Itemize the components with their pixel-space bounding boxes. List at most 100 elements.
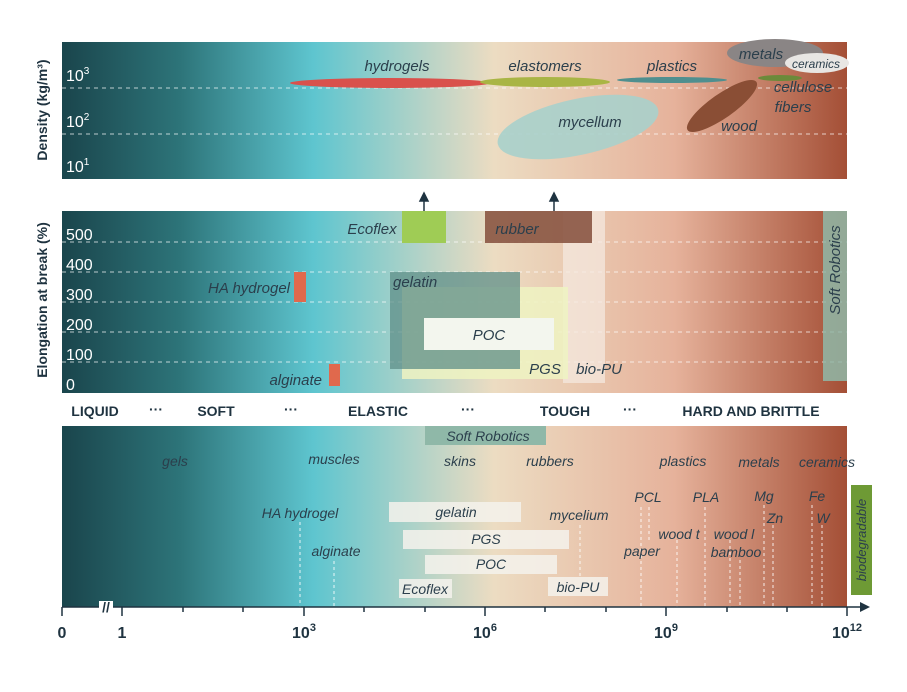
x-tick-label: 106 [473,622,497,642]
wood-label: wood [721,118,758,135]
pgs-label: PGS [529,361,561,378]
elongation-tick: 0 [66,377,75,394]
rubber-region [485,211,592,243]
class-plastics: plastics [659,453,707,469]
material-mycelium: mycelium [549,507,608,523]
ha-hydrogel-region [294,272,306,302]
axis-break-gap [99,601,113,613]
material-ecoflex: Ecoflex [402,581,449,597]
elastomers-label: elastomers [508,58,582,75]
bio-pu-label: bio-PU [576,361,622,378]
category-tough: TOUGH [540,403,590,419]
soft-robotics-bar [425,426,546,445]
wood-ellipse [686,79,758,133]
modulus-panel: Soft Robotics gels muscles skins rubbers… [62,426,855,607]
density-panel: 103 102 101 hydrogels elastomers plastic… [62,39,849,179]
soft-robotics-vertical-label: Soft Robotics [827,225,844,315]
mycellum-label: mycellum [558,114,621,131]
ecoflex-bar [399,579,452,598]
x-tick-label: 1012 [832,622,862,642]
material-paper: paper [623,543,661,559]
category-hard-and-brittle: HARD AND BRITTLE [682,403,819,419]
material-bio-pu: bio-PU [557,579,601,595]
material-zn: Zn [766,510,784,526]
mycellum-ellipse [497,94,659,160]
class-muscles: muscles [308,451,359,467]
material-w: W [816,510,831,526]
material-alginate: alginate [311,543,360,559]
plastics-label: plastics [646,58,698,75]
category-soft: SOFT [197,403,235,419]
rubber-arrowhead [548,191,560,202]
material-wood-l: wood l [714,526,755,542]
category-row: LIQUID ··· SOFT ··· ELASTIC ··· TOUGH ··… [71,401,819,419]
ecoflex-arrowhead [418,191,430,202]
density-tick: 103 [66,66,90,85]
alginate-label: alginate [269,372,322,389]
soft-robotics-region [823,211,847,381]
class-gels: gels [162,453,188,469]
x-tick-label: 109 [654,622,678,642]
elongation-tick: 500 [66,227,93,244]
category-liquid: LIQUID [71,403,118,419]
category-separator: ··· [149,401,163,417]
material-pla: PLA [693,489,719,505]
class-metals: metals [738,454,779,470]
x-axis [61,602,870,616]
metals-label: metals [739,46,784,63]
fibers-label: fibers [775,99,812,116]
x-axis-arrowhead [860,602,870,612]
soft-robotics-bar-label: Soft Robotics [446,428,529,444]
class-skins: skins [444,453,476,469]
cellulose-label: cellulose [774,79,832,96]
poc-region [424,318,554,350]
density-tick: 102 [66,112,90,131]
elongation-tick: 100 [66,347,93,364]
density-axis-label: Density (kg/m³) [34,59,50,160]
gelatin-bar [389,502,521,522]
material-ha-hydrogel: HA hydrogel [262,505,339,521]
category-separator: ··· [623,401,637,417]
material-bamboo: bamboo [711,544,762,560]
density-tick: 101 [66,157,90,176]
category-elastic: ELASTIC [348,403,408,419]
material-mg: Mg [754,488,774,504]
material-poc: POC [476,556,507,572]
pgs-bar [403,530,569,549]
biodegradable-bar [851,485,872,595]
x-tick-label: 1 [118,625,127,642]
gelatin-label: gelatin [393,274,437,291]
material-fe: Fe [809,488,826,504]
material-gelatin: gelatin [435,504,476,520]
elongation-axis-label: Elongation at break (%) [34,222,50,378]
alginate-region [329,364,340,386]
material-pcl: PCL [634,489,661,505]
elastomers-ellipse [480,77,610,87]
fibers-ellipse [758,75,802,81]
elongation-tick: 300 [66,287,93,304]
poc-label: POC [473,327,506,344]
category-separator: ··· [461,401,475,417]
rubber-label: rubber [495,221,539,238]
poc-bar [425,555,557,574]
bio-pu-bar [548,577,608,596]
elongation-tick: 400 [66,257,93,274]
hydrogels-label: hydrogels [364,58,430,75]
material-pgs: PGS [471,531,501,547]
x-tick-label: 103 [292,622,316,642]
ceramics-label: ceramics [792,57,840,71]
elongation-panel: 500 400 300 200 100 0 Ecoflex rubber HA … [62,211,847,394]
x-tick-label: 0 [58,625,67,642]
ecoflex-label: Ecoflex [347,221,397,238]
elongation-tick: 200 [66,317,93,334]
class-ceramics: ceramics [799,454,855,470]
biodegradable-label: biodegradable [854,499,869,581]
plastics-ellipse [617,77,727,83]
category-separator: ··· [284,401,298,417]
ha-hydrogel-label: HA hydrogel [208,280,291,297]
ecoflex-region [402,211,446,243]
class-rubbers: rubbers [526,453,573,469]
material-wood-t: wood t [658,526,700,542]
hydrogels-ellipse [290,78,490,88]
